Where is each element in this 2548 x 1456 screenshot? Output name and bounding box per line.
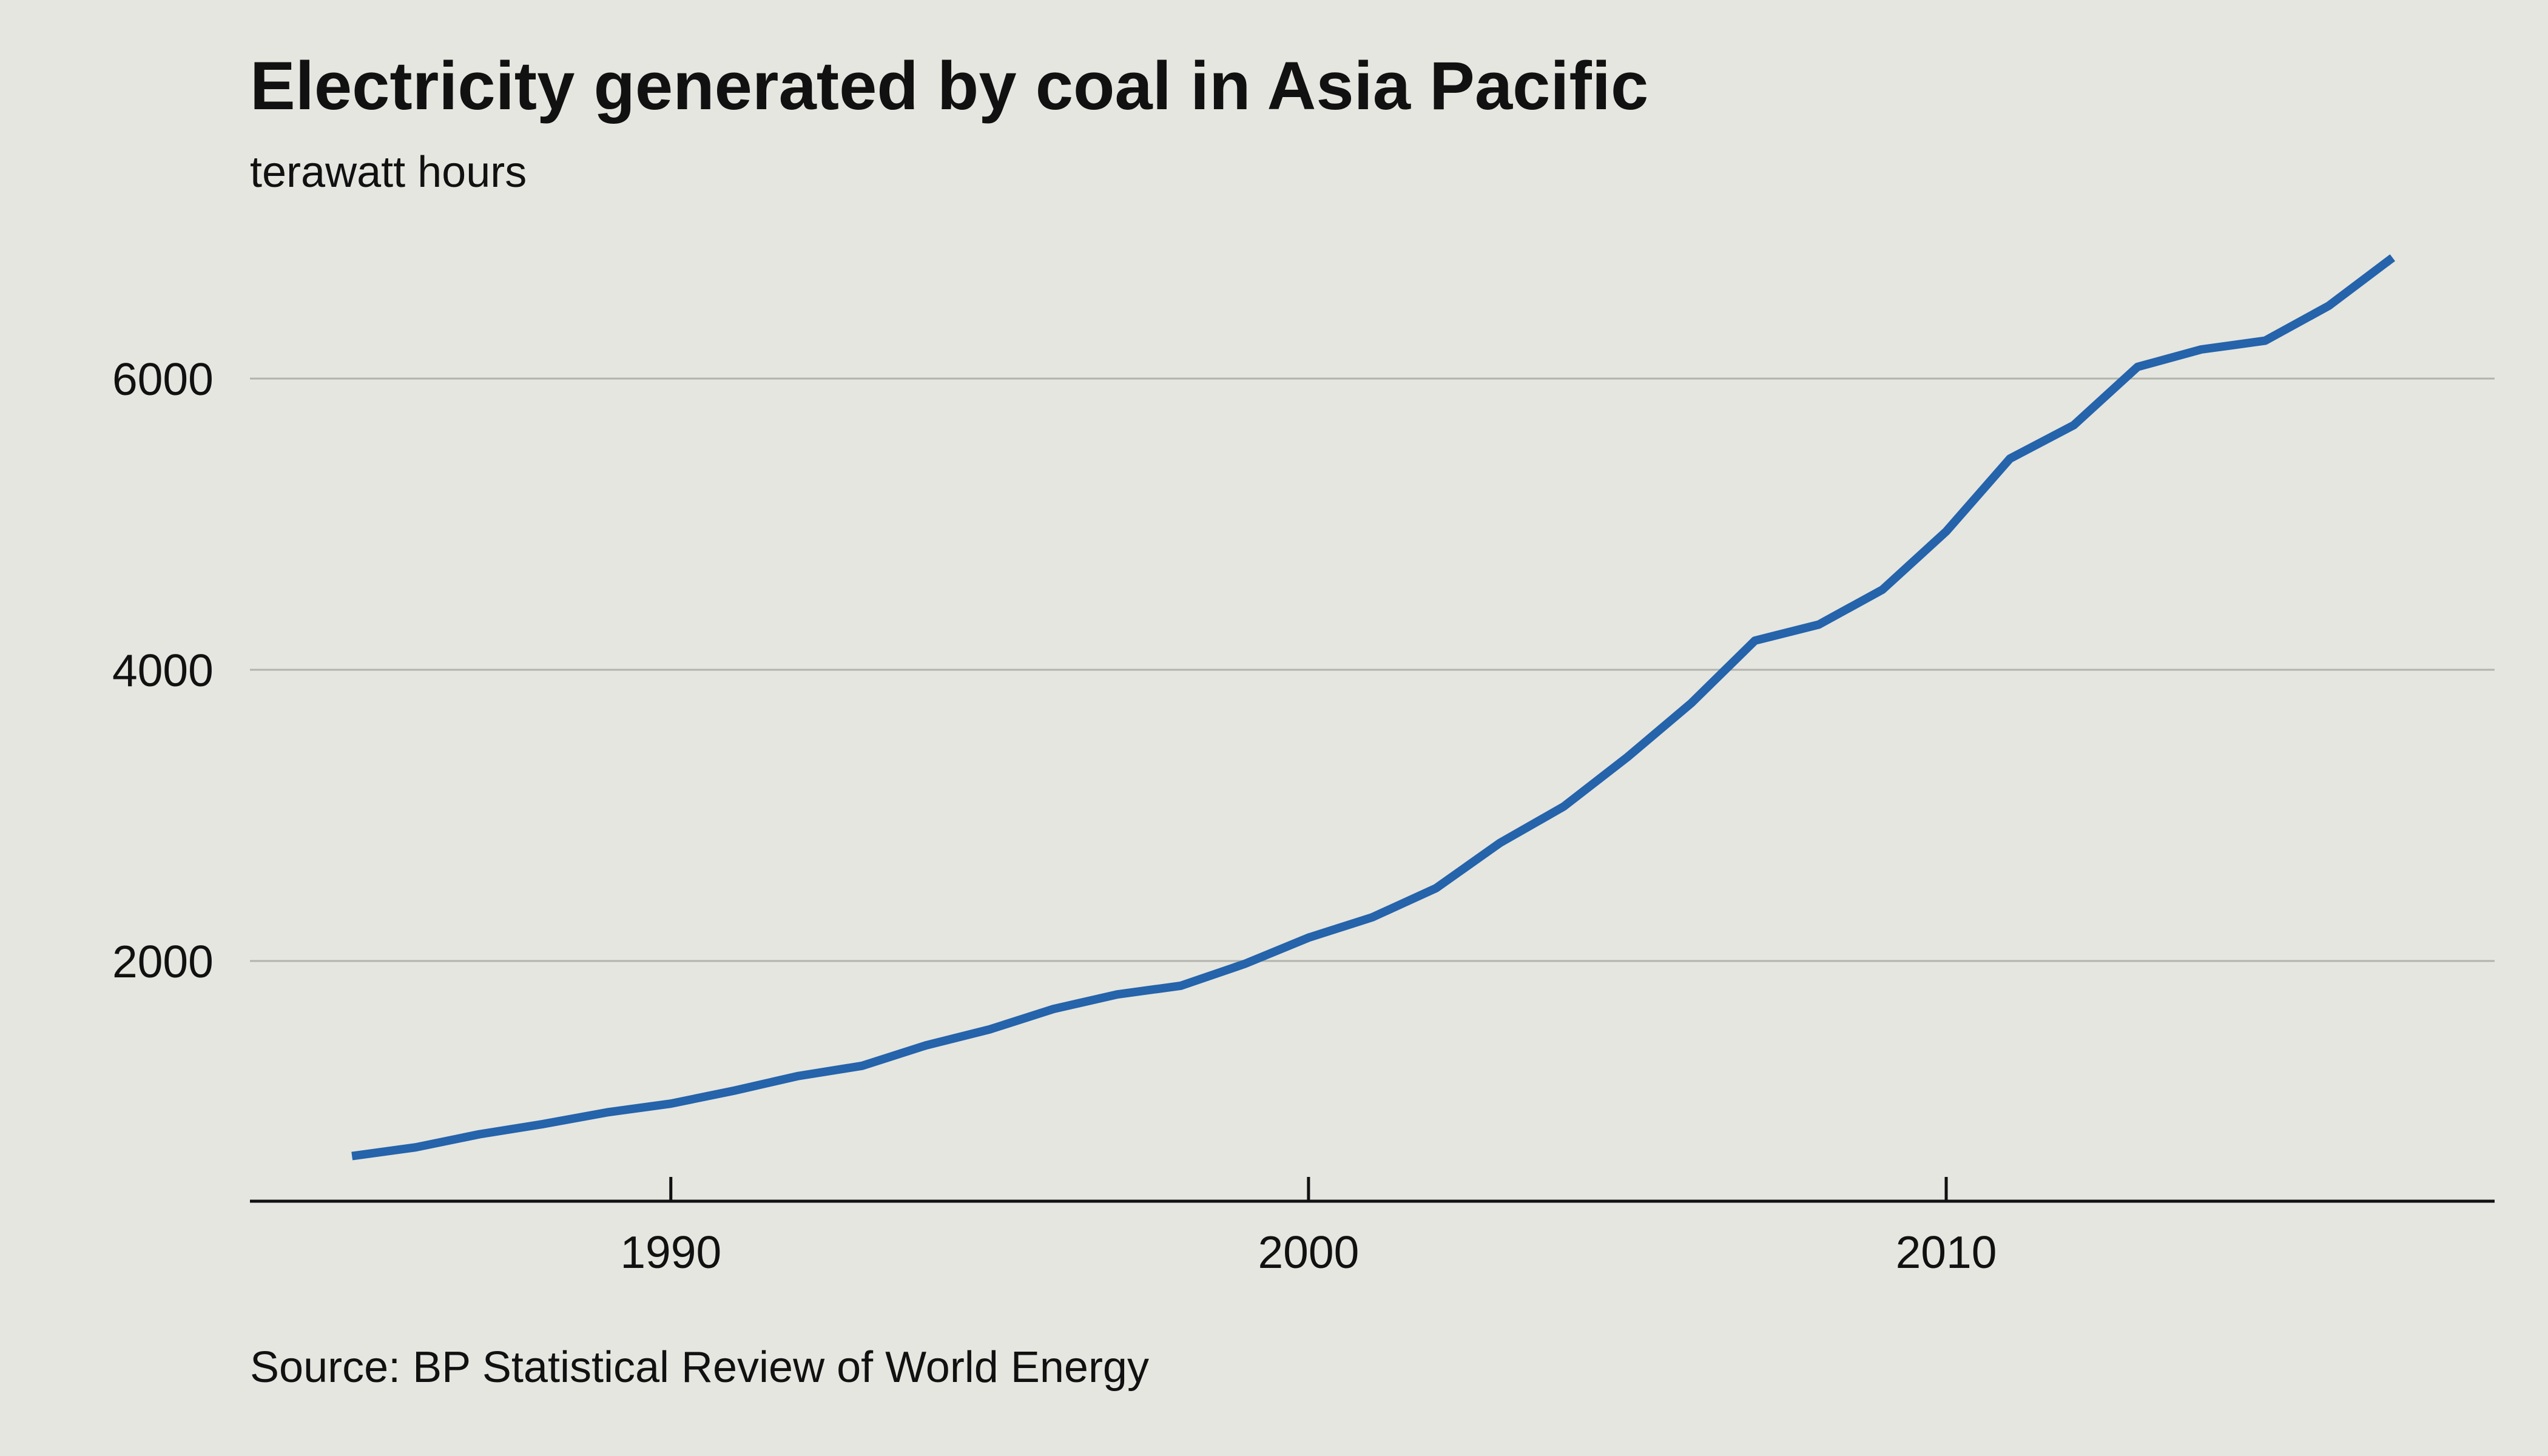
x-tick-label: 2000	[1258, 1227, 1359, 1278]
x-tick-label: 1990	[620, 1227, 721, 1278]
source-note: Source: BP Statistical Review of World E…	[250, 1343, 1149, 1392]
chart-subtitle: terawatt hours	[250, 148, 527, 197]
chart-title: Electricity generated by coal in Asia Pa…	[250, 48, 1648, 124]
y-axis-tick-labels: 2000 4000 6000	[112, 354, 214, 987]
x-tick-label: 2010	[1896, 1227, 1997, 1278]
y-tick-label: 6000	[112, 354, 214, 405]
x-axis-ticks: 1990 2000 2010	[620, 1177, 1997, 1278]
y-tick-label: 4000	[112, 645, 214, 696]
series-line-coal-generation	[351, 254, 2396, 1161]
y-tick-label: 2000	[112, 936, 214, 987]
